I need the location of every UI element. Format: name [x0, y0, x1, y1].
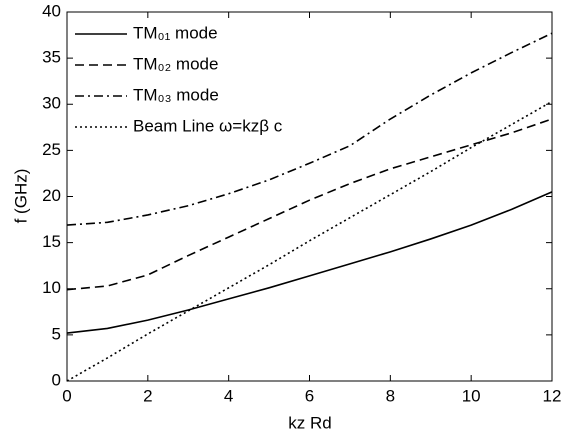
- series-line: [66, 118, 553, 291]
- y-tick-label: 40: [42, 1, 61, 20]
- y-tick-label: 35: [42, 48, 61, 67]
- y-axis-label: f (GHz): [11, 169, 30, 224]
- y-tick-label: 10: [42, 278, 61, 297]
- y-tick-label: 5: [52, 324, 61, 343]
- series-line: [66, 32, 553, 226]
- x-axis-label: kz Rd: [288, 413, 331, 432]
- x-tick-label: 8: [386, 386, 395, 405]
- series-line: [66, 100, 553, 382]
- x-tick-label: 4: [224, 386, 233, 405]
- y-tick-label: 15: [42, 232, 61, 251]
- x-tick-label: 2: [143, 386, 152, 405]
- y-tick-label: 25: [42, 140, 61, 159]
- x-tick-label: 12: [543, 386, 562, 405]
- legend-label: TM₀₃ mode: [133, 85, 219, 104]
- x-tick-label: 10: [462, 386, 481, 405]
- legend-label: Beam Line ω=kzβ c: [133, 116, 283, 135]
- y-tick-label: 20: [42, 186, 61, 205]
- legend-label: TM₀₂ mode: [133, 54, 218, 73]
- y-tick-label: 30: [42, 94, 61, 113]
- y-tick-label: 0: [52, 370, 61, 389]
- x-tick-label: 0: [62, 386, 71, 405]
- series-line: [66, 191, 553, 334]
- legend-label: TM₀₁ mode: [133, 23, 218, 42]
- x-tick-label: 6: [305, 386, 314, 405]
